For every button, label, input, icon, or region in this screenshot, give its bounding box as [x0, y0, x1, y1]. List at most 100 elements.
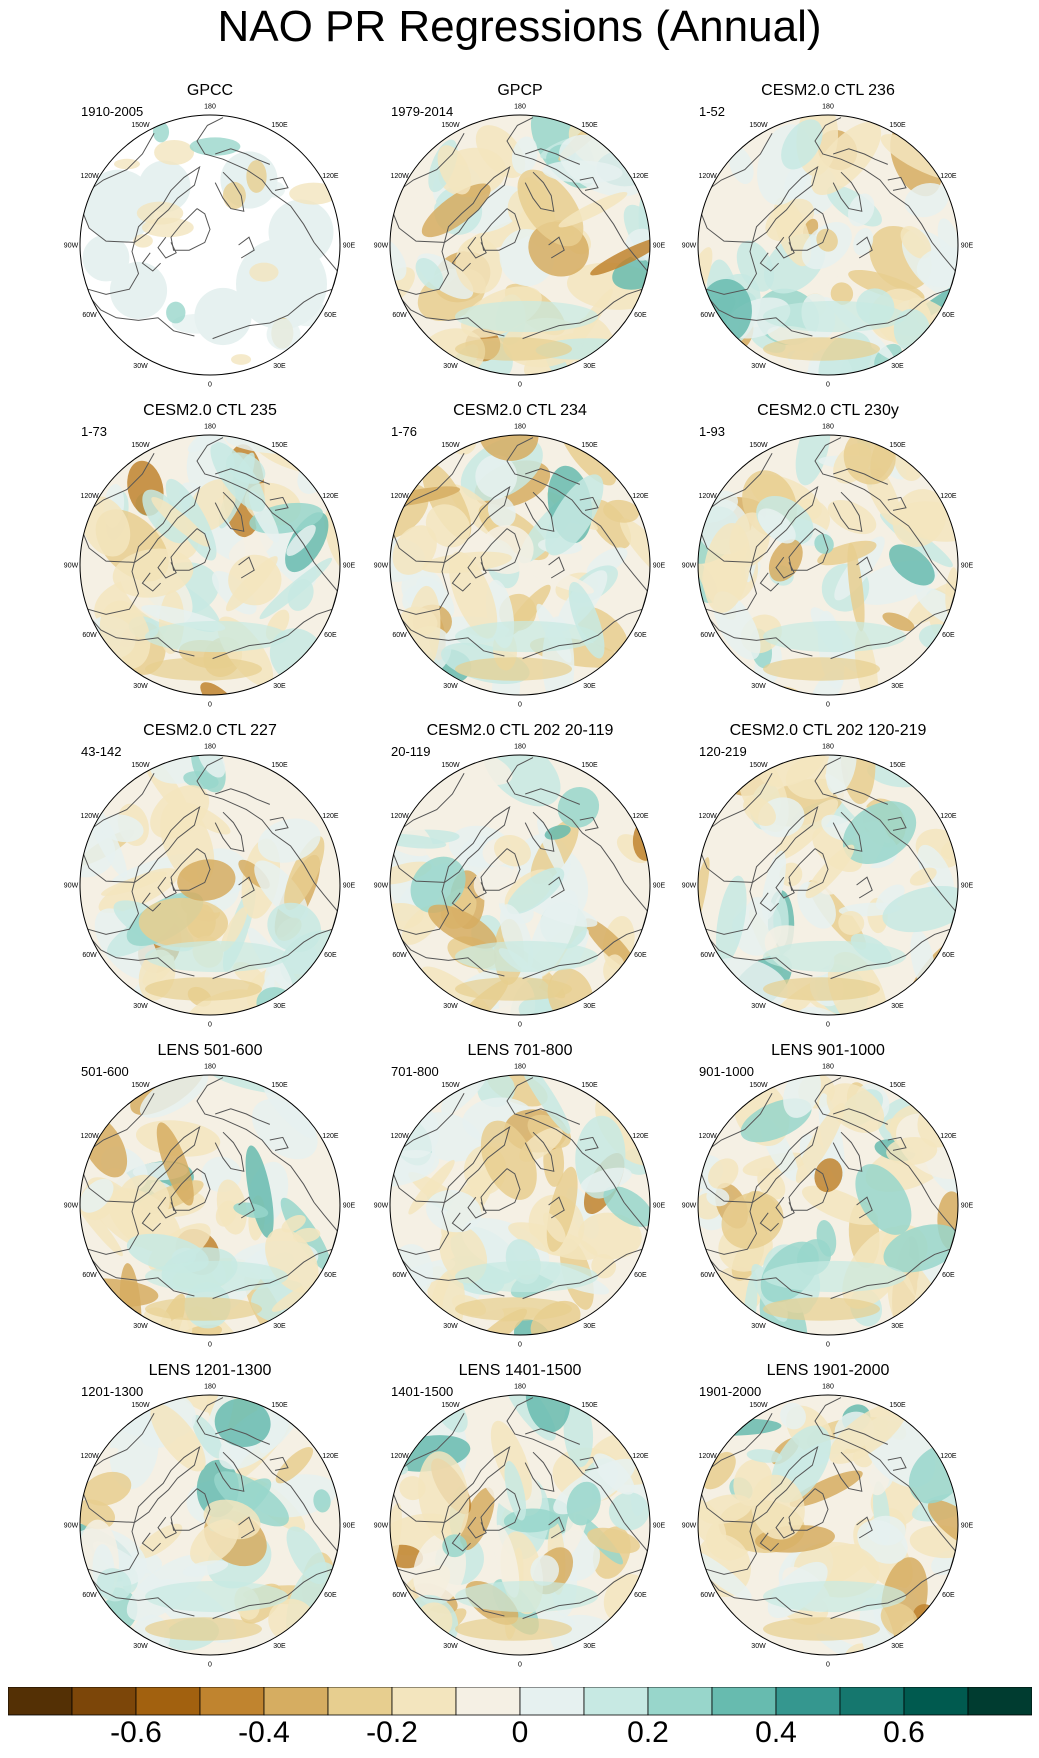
longitude-label: 90W	[64, 1523, 79, 1530]
field-patch	[900, 226, 932, 259]
field-patch	[145, 620, 288, 653]
longitude-label: 0	[208, 1662, 212, 1669]
longitude-label: 150W	[749, 122, 768, 129]
coastline	[480, 208, 521, 251]
field-patch	[589, 499, 632, 549]
coastline	[215, 1108, 270, 1125]
longitude-label: 120W	[698, 813, 717, 820]
field-patch	[82, 169, 156, 243]
field-patch	[228, 532, 274, 563]
field-layer	[390, 435, 650, 695]
longitude-label: 150W	[441, 122, 460, 129]
longitude-label: 150E	[889, 122, 906, 129]
panel-period: 501-600	[81, 1064, 129, 1079]
coastline	[788, 1488, 829, 1531]
longitude-label: 0	[518, 702, 522, 709]
field-patch	[133, 234, 153, 248]
coastline	[215, 788, 270, 805]
coastline	[394, 1571, 505, 1617]
field-patch	[390, 1149, 440, 1188]
longitude-label: 0	[518, 1022, 522, 1029]
colorbar-swatch	[263, 1687, 329, 1716]
field-patch	[187, 435, 247, 453]
coastline	[702, 1251, 813, 1297]
longitude-label: 150W	[131, 1082, 150, 1089]
longitude-label: 150E	[581, 762, 598, 769]
field-patch	[136, 1523, 183, 1559]
field-patch	[265, 181, 286, 198]
longitude-label: 60E	[634, 632, 647, 639]
field-patch	[171, 313, 223, 334]
field-patch	[746, 1449, 783, 1463]
map-boundary	[79, 434, 341, 696]
map-panel: 180 150E 120E 90E 60E 30E 0 30W 60W 90W 120W 150W CE…	[55, 722, 365, 1040]
field-patch	[150, 1403, 206, 1472]
field-patch	[593, 1453, 635, 1495]
field-patch	[537, 818, 567, 881]
field-patch	[214, 1398, 271, 1447]
colorbar-swatch	[199, 1687, 265, 1716]
polar-map: 180 150E 120E 90E 60E 30E 0 30W 60W 90W 120W 150W	[374, 1064, 666, 1349]
coastline	[788, 848, 829, 891]
field-patch	[392, 525, 437, 575]
field-patch	[455, 1260, 598, 1293]
longitude-label: 30E	[891, 1643, 904, 1650]
panel-period: 20-119	[391, 744, 431, 759]
longitude-label: 30W	[133, 363, 148, 370]
longitude-label: 120E	[940, 1453, 957, 1460]
coastline	[579, 816, 599, 831]
longitude-label: 90W	[374, 563, 389, 570]
longitude-label: 90E	[961, 563, 974, 570]
coastline	[84, 291, 195, 337]
longitude-label: 120E	[322, 173, 339, 180]
coastline	[157, 556, 177, 579]
coastline	[269, 176, 289, 191]
field-patch	[455, 1617, 572, 1641]
coastlines	[80, 1397, 338, 1620]
field-patch	[220, 906, 248, 952]
panel-title: LENS 1401-1500	[458, 1362, 582, 1379]
map-boundary	[697, 1074, 959, 1336]
longitude-label: 60W	[700, 312, 715, 319]
panel-period: 1201-1300	[81, 1384, 144, 1399]
field-patch	[811, 121, 882, 196]
longitude-label: 60W	[82, 1592, 97, 1599]
longitude-label: 120W	[698, 1453, 717, 1460]
polar-map: 180 150E 120E 90E 60E 30E 0 30W 60W 90W 120W 150W	[64, 104, 356, 389]
longitude-label: 120E	[322, 1453, 339, 1460]
field-patch	[909, 867, 937, 886]
field-patch	[584, 918, 637, 971]
longitude-label: 60W	[392, 312, 407, 319]
coastline	[702, 291, 813, 337]
field-patch	[619, 518, 650, 587]
longitude-label: 120E	[632, 1453, 649, 1460]
longitude-label: 180	[822, 104, 834, 111]
longitude-label: 60W	[82, 952, 97, 959]
panel-period: 1401-1500	[391, 1384, 454, 1399]
field-patch	[145, 940, 288, 973]
longitude-label: 30E	[891, 1003, 904, 1010]
coastline	[238, 1196, 255, 1219]
map-panel: 180 150E 120E 90E 60E 30E 0 30W 60W 90W 120W 150W LE…	[55, 1042, 365, 1360]
field-patch	[281, 1214, 306, 1233]
coastline	[84, 1571, 195, 1617]
longitude-label: 150E	[889, 1402, 906, 1409]
longitude-label: 120W	[80, 1453, 99, 1460]
field-patch	[493, 1524, 520, 1598]
coastline	[887, 176, 907, 191]
coastline	[196, 437, 338, 660]
coastline	[269, 1456, 289, 1471]
coastline	[525, 1428, 580, 1445]
map-panel: 180 150E 120E 90E 60E 30E 0 30W 60W 90W 120W 150W GP…	[55, 82, 365, 400]
longitude-label: 90E	[961, 243, 974, 250]
coastline	[506, 757, 648, 980]
longitude-label: 90W	[374, 243, 389, 250]
coastline	[238, 1516, 255, 1539]
coastline	[506, 117, 648, 340]
field-patch	[763, 657, 880, 681]
longitude-label: 120W	[698, 493, 717, 500]
coastline	[170, 1488, 211, 1531]
polar-map: 180 150E 120E 90E 60E 30E 0 30W 60W 90W 120W 150W	[682, 1384, 974, 1669]
coastlines	[698, 117, 956, 340]
coastline	[833, 1428, 888, 1445]
